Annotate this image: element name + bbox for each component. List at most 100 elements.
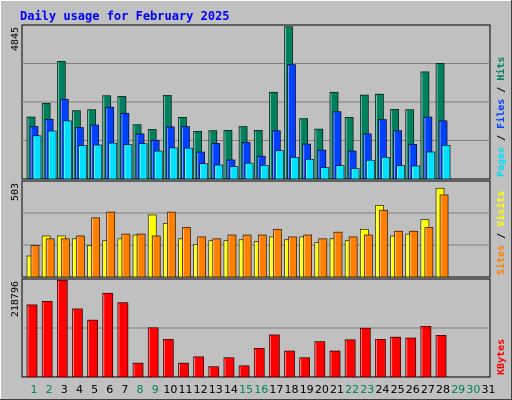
x-tick-label-17: 17 xyxy=(269,383,283,396)
x-tick-label-28: 28 xyxy=(436,383,450,396)
bar-pages-22 xyxy=(350,168,360,180)
x-tick-label-25: 25 xyxy=(391,383,405,396)
series-label-sites: Sites xyxy=(495,245,507,275)
bar-kbytes-9 xyxy=(147,327,159,378)
bar-pages-16 xyxy=(259,165,269,180)
bar-pages-23 xyxy=(365,159,375,180)
bar-pages-25 xyxy=(396,165,405,180)
bar-kbytes-27 xyxy=(420,326,432,378)
x-tick-label-30: 30 xyxy=(466,383,480,396)
bar-sites-2 xyxy=(45,238,55,278)
bar-kbytes-12 xyxy=(193,356,204,378)
series-label-visits: Visits xyxy=(495,191,507,227)
bar-sites-4 xyxy=(76,235,85,278)
series-label-files: Files xyxy=(495,99,507,129)
bar-kbytes-14 xyxy=(223,357,235,378)
x-tick-label-31: 31 xyxy=(482,383,496,396)
y-max-label: 503 xyxy=(10,183,21,201)
x-tick-label-23: 23 xyxy=(360,383,374,396)
bar-kbytes-6 xyxy=(102,292,114,378)
bar-pages-3 xyxy=(62,120,72,180)
x-tick-label-19: 19 xyxy=(300,383,314,396)
bar-kbytes-26 xyxy=(405,337,417,378)
bar-kbytes-13 xyxy=(208,366,220,378)
x-tick-label-8: 8 xyxy=(137,383,144,396)
x-tick-label-13: 13 xyxy=(209,383,223,396)
x-tick-label-26: 26 xyxy=(406,383,420,396)
bar-kbytes-28 xyxy=(435,335,447,378)
x-tick-label-27: 27 xyxy=(421,383,435,396)
bar-sites-18 xyxy=(288,236,297,278)
bar-kbytes-21 xyxy=(329,350,341,378)
x-tick-label-20: 20 xyxy=(315,383,329,396)
series-label: KBytes xyxy=(496,339,507,375)
bar-kbytes-5 xyxy=(87,319,98,378)
bar-kbytes-17 xyxy=(269,334,280,378)
bar-kbytes-8 xyxy=(132,362,144,378)
bar-pages-15 xyxy=(244,162,254,180)
bar-kbytes-2 xyxy=(41,301,53,378)
bar-pages-12 xyxy=(199,163,208,180)
bar-pages-28 xyxy=(441,145,451,180)
bar-pages-27 xyxy=(426,151,436,180)
bar-kbytes-11 xyxy=(178,362,189,378)
bar-kbytes-18 xyxy=(284,350,295,378)
bar-pages-20 xyxy=(320,167,330,180)
x-tick-label-4: 4 xyxy=(76,383,83,396)
bar-sites-26 xyxy=(409,230,419,278)
y-max-label: 218796 xyxy=(10,281,21,317)
bar-kbytes-23 xyxy=(359,327,371,378)
bar-sites-13 xyxy=(212,238,222,278)
bar-pages-7 xyxy=(123,144,133,180)
bar-pages-14 xyxy=(229,166,239,180)
x-tick-label-22: 22 xyxy=(345,383,359,396)
x-tick-label-10: 10 xyxy=(163,383,177,396)
bar-pages-1 xyxy=(32,135,42,180)
bar-kbytes-19 xyxy=(299,357,311,378)
bar-sites-8 xyxy=(136,233,146,278)
x-tick-label-21: 21 xyxy=(330,383,344,396)
bar-sites-23 xyxy=(363,234,373,278)
x-tick-label-1: 1 xyxy=(31,383,38,396)
bar-sites-9 xyxy=(151,235,161,278)
bar-kbytes-16 xyxy=(253,348,265,378)
bar-sites-12 xyxy=(197,236,206,278)
series-label-kbytes: KBytes xyxy=(496,339,507,375)
bar-pages-10 xyxy=(169,147,178,180)
bar-pages-6 xyxy=(108,142,118,180)
chart-title: Daily usage for February 2025 xyxy=(20,9,230,23)
x-tick-label-9: 9 xyxy=(152,383,159,396)
x-tick-label-24: 24 xyxy=(375,383,389,396)
x-tick-label-5: 5 xyxy=(91,383,98,396)
bar-pages-26 xyxy=(411,165,421,180)
bar-pages-9 xyxy=(153,150,163,180)
x-tick-label-12: 12 xyxy=(194,383,208,396)
bar-kbytes-3 xyxy=(56,279,68,378)
bar-kbytes-7 xyxy=(117,302,129,378)
bar-pages-8 xyxy=(138,143,148,180)
bar-pages-17 xyxy=(275,150,284,180)
bar-pages-11 xyxy=(184,147,193,180)
bar-sites-25 xyxy=(394,230,403,278)
bar-sites-16 xyxy=(257,234,267,278)
bar-sites-3 xyxy=(60,238,70,278)
bar-sites-14 xyxy=(227,234,237,278)
bar-sites-22 xyxy=(348,236,358,278)
x-tick-label-18: 18 xyxy=(285,383,299,396)
series-label: Pages / Files / Hits xyxy=(495,57,507,177)
bar-sites-11 xyxy=(182,227,191,278)
bar-sites-5 xyxy=(91,217,100,278)
x-tick-label-3: 3 xyxy=(61,383,68,396)
bar-kbytes-4 xyxy=(72,308,83,378)
x-tick-label-11: 11 xyxy=(179,383,193,396)
bar-pages-24 xyxy=(381,157,390,180)
bar-pages-18 xyxy=(290,157,299,180)
bar-kbytes-10 xyxy=(163,339,174,378)
series-label-hits: Hits xyxy=(495,57,507,81)
bar-pages-2 xyxy=(47,130,57,180)
x-tick-label-7: 7 xyxy=(121,383,128,396)
bar-sites-6 xyxy=(106,211,116,278)
bar-sites-24 xyxy=(379,209,388,278)
x-tick-label-29: 29 xyxy=(451,383,465,396)
